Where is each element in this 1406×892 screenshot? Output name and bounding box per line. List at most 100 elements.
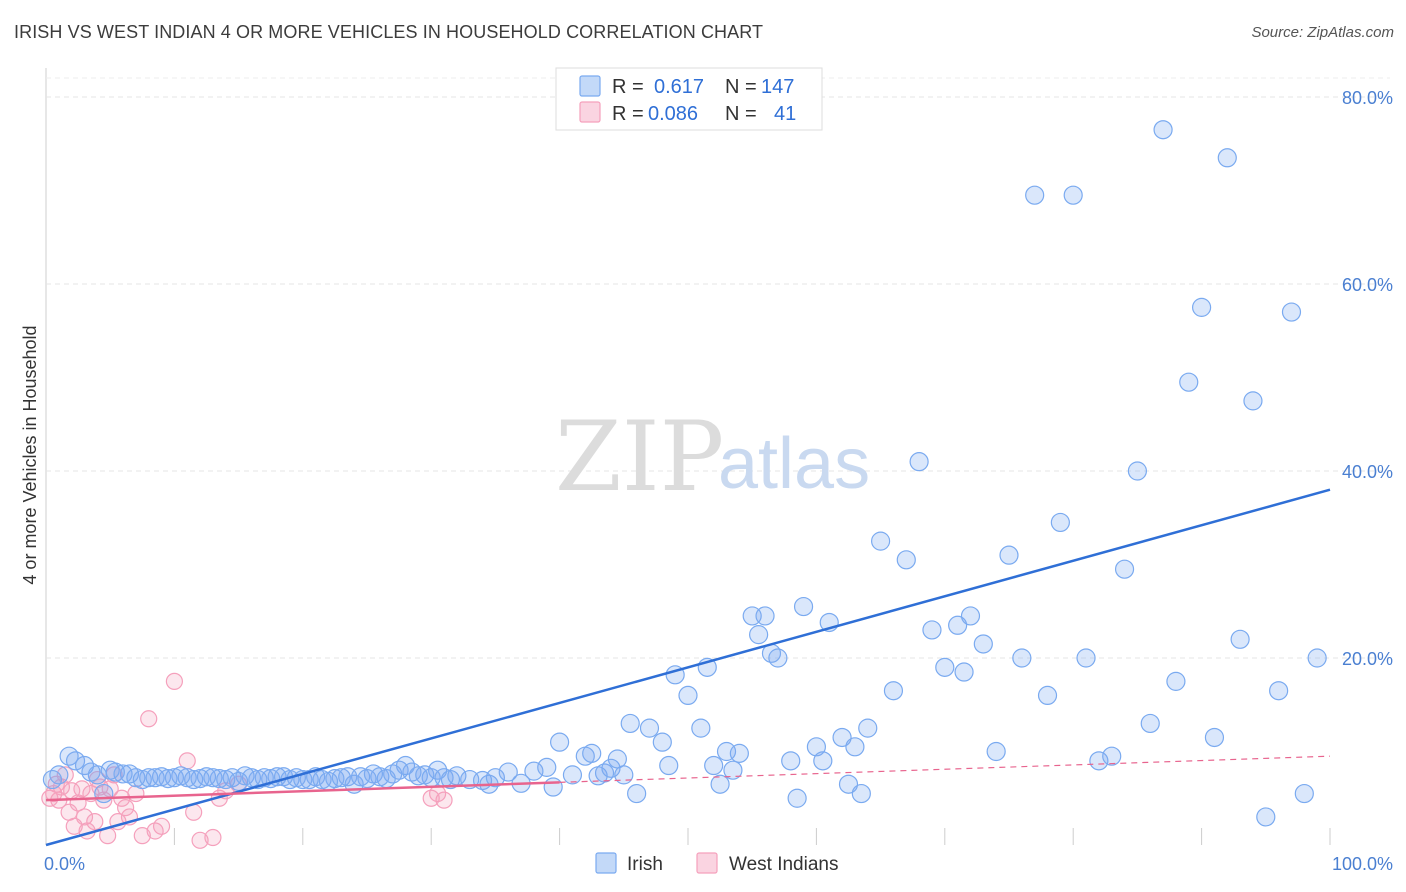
irish-point bbox=[793, 596, 814, 617]
legend-n-label-west-indians: N = bbox=[725, 103, 757, 125]
y-tick-labels: 20.0% 40.0% 60.0% 80.0% bbox=[1342, 88, 1393, 669]
y-axis-label: 4 or more Vehicles in Household bbox=[20, 325, 40, 584]
legend-r-value-west-indians: 0.086 bbox=[648, 103, 698, 125]
irish-point bbox=[1153, 120, 1173, 140]
irish-point bbox=[1140, 713, 1160, 734]
irish-point bbox=[973, 634, 993, 654]
irish-point bbox=[806, 737, 827, 757]
irish-point bbox=[1102, 746, 1122, 766]
west-indians-point bbox=[75, 808, 94, 826]
irish-point bbox=[1230, 629, 1250, 649]
irish-point bbox=[787, 788, 807, 808]
irish-point bbox=[1191, 297, 1212, 317]
west-indians-point bbox=[435, 791, 453, 809]
irish-point bbox=[659, 755, 679, 776]
irish-point bbox=[1243, 391, 1263, 411]
irish-point bbox=[614, 765, 634, 785]
irish-point bbox=[94, 783, 114, 804]
y-tick-label: 20.0% bbox=[1342, 649, 1393, 669]
chart-title: IRISH VS WEST INDIAN 4 OR MORE VEHICLES … bbox=[14, 22, 764, 42]
irish-point bbox=[838, 774, 859, 794]
irish-point bbox=[1179, 372, 1199, 392]
source-label: Source: ZipAtlas.com bbox=[1251, 24, 1394, 41]
irish-point bbox=[896, 550, 916, 570]
watermark: ZIP atlas bbox=[555, 401, 870, 513]
irish-point bbox=[105, 762, 125, 782]
irish-point bbox=[1025, 185, 1045, 205]
trend-lines bbox=[45, 488, 1331, 847]
irish-point bbox=[729, 743, 749, 763]
irish-point bbox=[883, 681, 904, 701]
irish-point bbox=[1281, 302, 1302, 322]
legend-r-label-west-indians: R = bbox=[612, 103, 644, 125]
legend-r-label-irish: R = bbox=[612, 76, 644, 98]
irish-point bbox=[832, 727, 852, 748]
series-legend-swatch-irish bbox=[595, 852, 617, 874]
irish-point bbox=[1037, 685, 1058, 706]
irish-point bbox=[582, 743, 602, 763]
west-indians-point bbox=[86, 813, 104, 831]
irish-point bbox=[723, 760, 743, 780]
irish-point bbox=[498, 762, 518, 782]
irish-point bbox=[845, 737, 865, 757]
legend-n-value-irish: 147 bbox=[761, 76, 794, 98]
irish-point bbox=[851, 783, 871, 804]
irish-point bbox=[1307, 648, 1327, 668]
irish-point bbox=[935, 657, 955, 677]
irish-point bbox=[1204, 727, 1225, 748]
legend-n-label-irish: N = bbox=[725, 76, 757, 98]
y-tick-label: 60.0% bbox=[1342, 275, 1393, 295]
irish-point bbox=[620, 713, 640, 734]
irish-point bbox=[986, 741, 1006, 762]
irish-point bbox=[1269, 681, 1289, 701]
irish-point bbox=[49, 765, 69, 785]
west-indians-point bbox=[191, 831, 209, 849]
irish-point bbox=[524, 761, 544, 781]
irish-point bbox=[1076, 648, 1096, 668]
irish-point bbox=[543, 777, 563, 797]
series-legend-label-west-indians: West Indians bbox=[729, 854, 838, 875]
y-tick-label: 40.0% bbox=[1342, 462, 1393, 482]
irish-point bbox=[1217, 148, 1237, 168]
west-indians-point bbox=[204, 828, 222, 847]
west-indians-trend-line bbox=[45, 781, 560, 802]
irish-point bbox=[1166, 671, 1186, 691]
irish-point bbox=[922, 620, 942, 640]
legend-r-value-irish: 0.617 bbox=[654, 76, 704, 98]
irish-point bbox=[627, 783, 647, 804]
irish-point bbox=[549, 732, 570, 752]
irish-point bbox=[768, 648, 788, 668]
legend-swatch-west-indians bbox=[579, 101, 601, 123]
west-indians-point bbox=[152, 817, 171, 835]
y-tick-label: 80.0% bbox=[1342, 88, 1393, 108]
irish-point bbox=[755, 606, 775, 626]
correlation-legend: R = 0.617 N = 147 R = 0.086 N = 41 bbox=[555, 67, 823, 131]
x-tick-label: 0.0% bbox=[44, 854, 85, 874]
irish-point bbox=[113, 764, 133, 784]
irish-point bbox=[678, 685, 698, 706]
irish-point bbox=[65, 751, 86, 771]
west-indians-point bbox=[73, 780, 91, 798]
west-indians-points bbox=[41, 672, 453, 849]
series-legend-label-irish: Irish bbox=[627, 854, 663, 875]
irish-point bbox=[428, 760, 448, 780]
irish-point bbox=[948, 615, 968, 635]
west-indians-point bbox=[133, 827, 151, 845]
west-indians-point bbox=[165, 672, 183, 690]
irish-point bbox=[1089, 751, 1109, 771]
irish-point bbox=[562, 765, 583, 785]
irish-point bbox=[858, 718, 878, 738]
west-indians-point bbox=[140, 710, 158, 728]
irish-point bbox=[1114, 559, 1135, 579]
west-indians-point bbox=[117, 798, 135, 817]
watermark-zip: ZIP bbox=[555, 401, 724, 513]
x-tick-label: 100.0% bbox=[1332, 854, 1393, 874]
irish-trend-line bbox=[45, 488, 1331, 847]
irish-point bbox=[954, 662, 974, 682]
watermark-atlas: atlas bbox=[718, 424, 870, 504]
irish-points bbox=[42, 120, 1327, 827]
legend-n-value-west-indians: 41 bbox=[774, 103, 796, 125]
irish-point bbox=[813, 751, 833, 771]
irish-point bbox=[639, 718, 660, 738]
